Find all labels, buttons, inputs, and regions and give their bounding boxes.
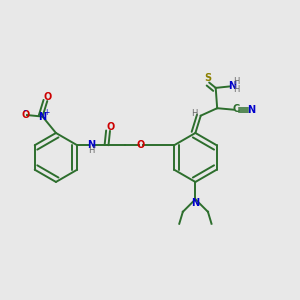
Text: H: H bbox=[233, 85, 240, 94]
Text: O: O bbox=[43, 92, 51, 102]
Text: H: H bbox=[191, 110, 197, 118]
Text: N: N bbox=[38, 112, 46, 122]
Text: H: H bbox=[233, 77, 240, 86]
Text: N: N bbox=[191, 198, 200, 208]
Text: S: S bbox=[204, 73, 211, 83]
Text: O: O bbox=[137, 140, 145, 150]
Text: N: N bbox=[247, 105, 255, 115]
Text: C: C bbox=[232, 104, 240, 114]
Text: H: H bbox=[88, 146, 94, 154]
Text: O: O bbox=[21, 110, 30, 120]
Text: N: N bbox=[87, 140, 95, 150]
Text: +: + bbox=[43, 108, 50, 117]
Text: O: O bbox=[106, 122, 114, 132]
Text: N: N bbox=[228, 80, 236, 91]
Text: -: - bbox=[24, 106, 27, 115]
